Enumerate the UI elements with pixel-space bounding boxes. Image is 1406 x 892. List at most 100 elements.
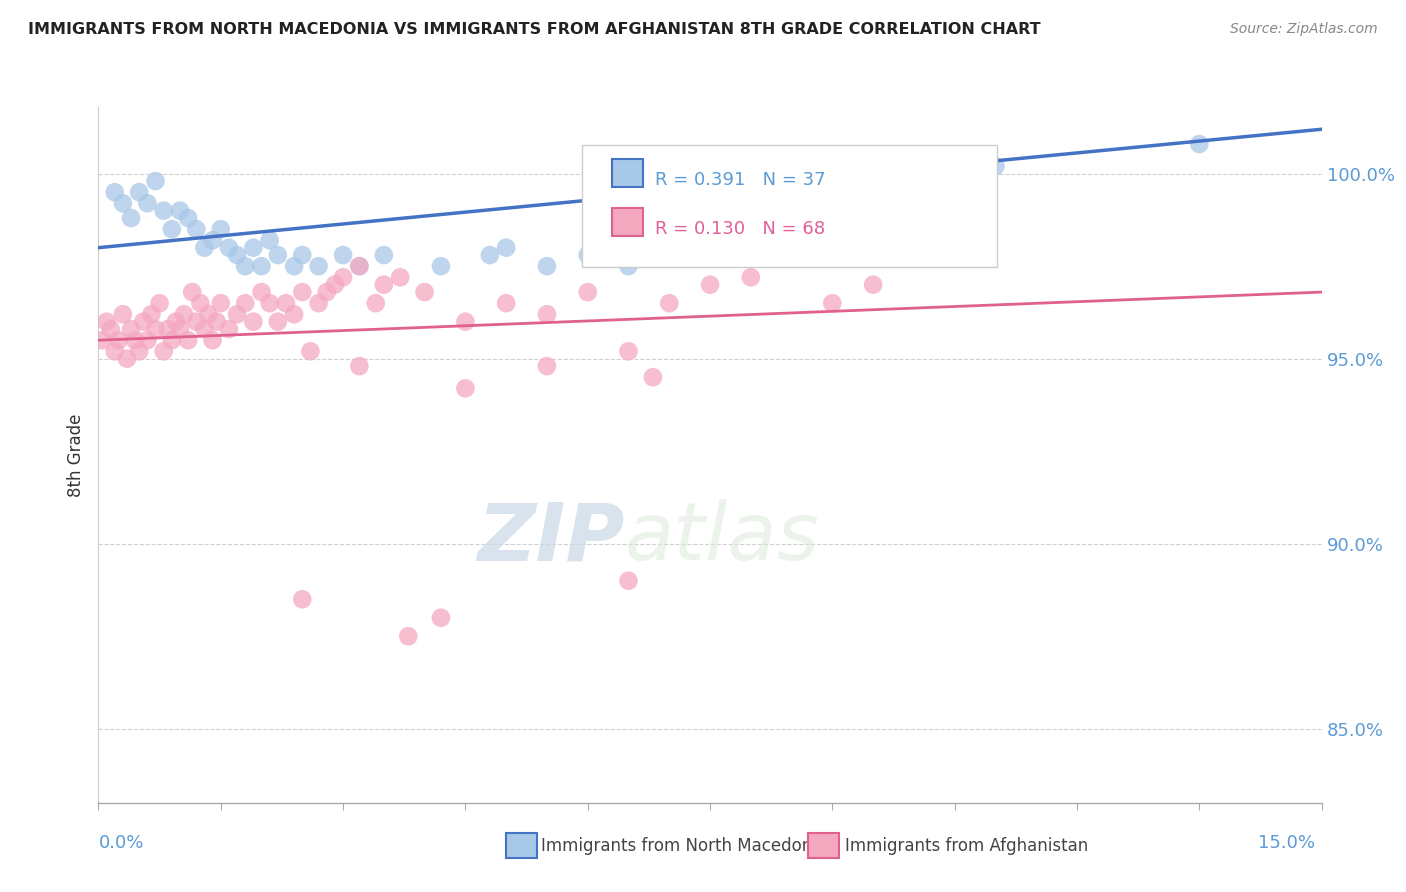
- Point: [96, 315, 118, 329]
- Point: [132, 315, 155, 329]
- Point: [120, 211, 142, 225]
- Point: [617, 259, 640, 273]
- Point: [201, 233, 224, 247]
- Point: [145, 322, 167, 336]
- Text: R = 0.391   N = 37: R = 0.391 N = 37: [655, 171, 825, 189]
- Point: [193, 322, 215, 336]
- Point: [821, 296, 844, 310]
- Point: [658, 248, 681, 262]
- Point: [389, 270, 412, 285]
- Point: [430, 611, 453, 625]
- Point: [495, 296, 517, 310]
- Point: [169, 203, 191, 218]
- Point: [373, 277, 395, 292]
- Point: [160, 333, 183, 347]
- Point: [100, 322, 122, 336]
- Point: [108, 333, 131, 347]
- Point: [250, 285, 273, 299]
- Point: [104, 344, 127, 359]
- Point: [226, 307, 249, 321]
- Point: [242, 241, 264, 255]
- Point: [617, 344, 640, 359]
- Point: [536, 259, 558, 273]
- Point: [128, 344, 150, 359]
- Point: [617, 574, 640, 588]
- FancyBboxPatch shape: [582, 145, 997, 267]
- Point: [136, 333, 159, 347]
- Point: [188, 296, 212, 310]
- Text: Immigrants from North Macedonia: Immigrants from North Macedonia: [541, 837, 827, 855]
- Point: [136, 196, 159, 211]
- Point: [128, 185, 150, 199]
- Point: [177, 333, 200, 347]
- Point: [349, 259, 371, 273]
- Point: [349, 359, 371, 373]
- Point: [169, 322, 191, 336]
- Point: [250, 259, 273, 273]
- Point: [165, 315, 187, 329]
- Point: [821, 233, 844, 247]
- Y-axis label: 8th Grade: 8th Grade: [66, 413, 84, 497]
- Point: [201, 333, 224, 347]
- Point: [205, 315, 228, 329]
- Text: R = 0.130   N = 68: R = 0.130 N = 68: [655, 219, 825, 238]
- Point: [145, 174, 167, 188]
- Point: [152, 203, 174, 218]
- FancyBboxPatch shape: [612, 208, 643, 235]
- Point: [740, 270, 762, 285]
- Point: [1188, 136, 1211, 151]
- Point: [233, 259, 256, 273]
- Point: [186, 315, 208, 329]
- Point: [291, 285, 314, 299]
- Point: [218, 241, 240, 255]
- Point: [658, 296, 681, 310]
- Point: [349, 259, 371, 273]
- Point: [181, 285, 204, 299]
- Point: [454, 381, 477, 395]
- Point: [299, 344, 322, 359]
- Point: [267, 315, 290, 329]
- Point: [173, 307, 195, 321]
- Point: [413, 285, 436, 299]
- Point: [91, 333, 114, 347]
- Point: [536, 307, 558, 321]
- Point: [193, 241, 215, 255]
- Point: [478, 248, 501, 262]
- Point: [111, 196, 134, 211]
- Point: [141, 307, 163, 321]
- Point: [152, 344, 174, 359]
- Point: [104, 185, 127, 199]
- Point: [323, 277, 346, 292]
- Point: [315, 285, 337, 299]
- Point: [332, 270, 354, 285]
- Text: atlas: atlas: [624, 500, 820, 577]
- Point: [209, 222, 232, 236]
- Point: [259, 233, 281, 247]
- Point: [283, 307, 305, 321]
- Text: 15.0%: 15.0%: [1257, 834, 1315, 852]
- Point: [209, 296, 232, 310]
- Text: IMMIGRANTS FROM NORTH MACEDONIA VS IMMIGRANTS FROM AFGHANISTAN 8TH GRADE CORRELA: IMMIGRANTS FROM NORTH MACEDONIA VS IMMIG…: [28, 22, 1040, 37]
- Point: [430, 259, 453, 273]
- Point: [396, 629, 419, 643]
- Point: [160, 222, 183, 236]
- Point: [120, 322, 142, 336]
- Point: [536, 359, 558, 373]
- Point: [454, 315, 477, 329]
- Point: [364, 296, 387, 310]
- Point: [699, 277, 721, 292]
- Point: [242, 315, 264, 329]
- Point: [259, 296, 281, 310]
- Point: [308, 259, 330, 273]
- Point: [308, 296, 330, 310]
- FancyBboxPatch shape: [612, 159, 643, 187]
- Point: [233, 296, 256, 310]
- Text: ZIP: ZIP: [477, 500, 624, 577]
- Point: [115, 351, 138, 366]
- Point: [862, 277, 884, 292]
- Point: [495, 241, 517, 255]
- Point: [291, 248, 314, 262]
- Point: [124, 333, 146, 347]
- Point: [291, 592, 314, 607]
- Point: [984, 159, 1007, 173]
